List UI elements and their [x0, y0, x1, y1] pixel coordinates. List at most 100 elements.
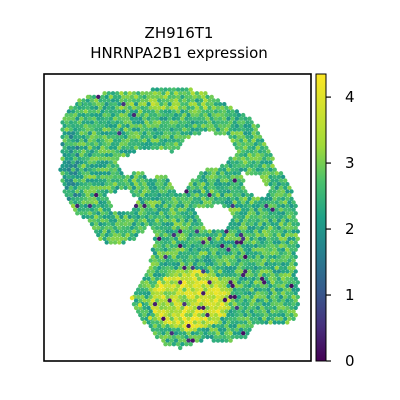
spot [73, 178, 78, 183]
spot [253, 265, 258, 271]
spot [232, 171, 237, 176]
spot [106, 229, 112, 234]
spot [201, 109, 206, 114]
spot [165, 120, 170, 125]
spot [138, 123, 143, 129]
spot [178, 280, 183, 285]
spot [163, 211, 168, 216]
spot [247, 123, 252, 129]
spot [196, 240, 202, 245]
spot [238, 320, 244, 325]
spot [217, 182, 223, 187]
spot [186, 98, 191, 103]
spot [178, 294, 183, 300]
spot [255, 305, 261, 311]
spot [238, 283, 244, 289]
spot [112, 109, 118, 114]
spot [73, 105, 78, 111]
spot [167, 291, 172, 296]
spot [154, 232, 160, 238]
spot [276, 218, 282, 223]
spot [194, 251, 200, 256]
spot [276, 182, 282, 187]
spot [213, 240, 219, 245]
spot [243, 334, 248, 340]
spot [79, 116, 84, 121]
spot [213, 109, 219, 114]
spot [268, 247, 273, 252]
spot [186, 200, 191, 205]
spot [192, 320, 198, 325]
spot [203, 200, 208, 205]
spot [190, 112, 195, 118]
spot [285, 196, 290, 201]
spot [112, 102, 118, 107]
spot [150, 196, 156, 201]
spot [64, 185, 70, 190]
spot [180, 116, 185, 121]
spot [175, 196, 181, 201]
spot [171, 320, 177, 325]
spot [161, 120, 166, 125]
spot [129, 174, 135, 180]
spot [165, 302, 170, 307]
spot [142, 320, 147, 325]
spot [268, 225, 273, 231]
spot [178, 272, 183, 278]
spot [190, 222, 195, 227]
spot [131, 142, 137, 147]
spot [152, 200, 158, 205]
spot [285, 240, 290, 245]
spot [150, 247, 156, 252]
spot [287, 200, 292, 205]
spot [77, 207, 82, 212]
spot [131, 134, 137, 140]
spot [167, 138, 172, 143]
spot [161, 258, 166, 263]
spot [211, 323, 216, 329]
spot [167, 102, 172, 107]
spot [144, 272, 149, 278]
spot [226, 182, 231, 187]
spot [236, 149, 242, 154]
spot [205, 262, 210, 267]
spot [247, 291, 252, 296]
spot [201, 203, 206, 209]
spot [276, 196, 282, 201]
spot [133, 189, 139, 194]
spot [207, 251, 212, 256]
spot [224, 185, 229, 190]
spot [262, 236, 267, 241]
spot [243, 298, 248, 303]
spot [259, 145, 265, 150]
spot [262, 316, 267, 321]
spot [192, 232, 198, 238]
spot [161, 105, 166, 111]
spot [77, 156, 82, 161]
spot [291, 272, 296, 278]
spot [215, 127, 221, 132]
spot [159, 276, 164, 281]
spot [257, 251, 263, 256]
spot [283, 207, 288, 212]
spot [186, 105, 191, 111]
spot [98, 200, 103, 205]
spot [238, 174, 244, 180]
spot [188, 116, 193, 121]
spot [232, 207, 237, 212]
spot [91, 152, 97, 158]
spot [140, 112, 145, 118]
spot [192, 327, 198, 332]
spot [232, 163, 237, 169]
spot [211, 171, 216, 176]
spot [136, 120, 141, 125]
spot [148, 309, 153, 314]
spot [201, 254, 206, 260]
spot [241, 185, 246, 190]
spot [178, 302, 183, 307]
spot [60, 156, 65, 161]
spot [150, 262, 156, 267]
spot [238, 254, 244, 260]
spot [85, 214, 91, 220]
spot [184, 102, 189, 107]
